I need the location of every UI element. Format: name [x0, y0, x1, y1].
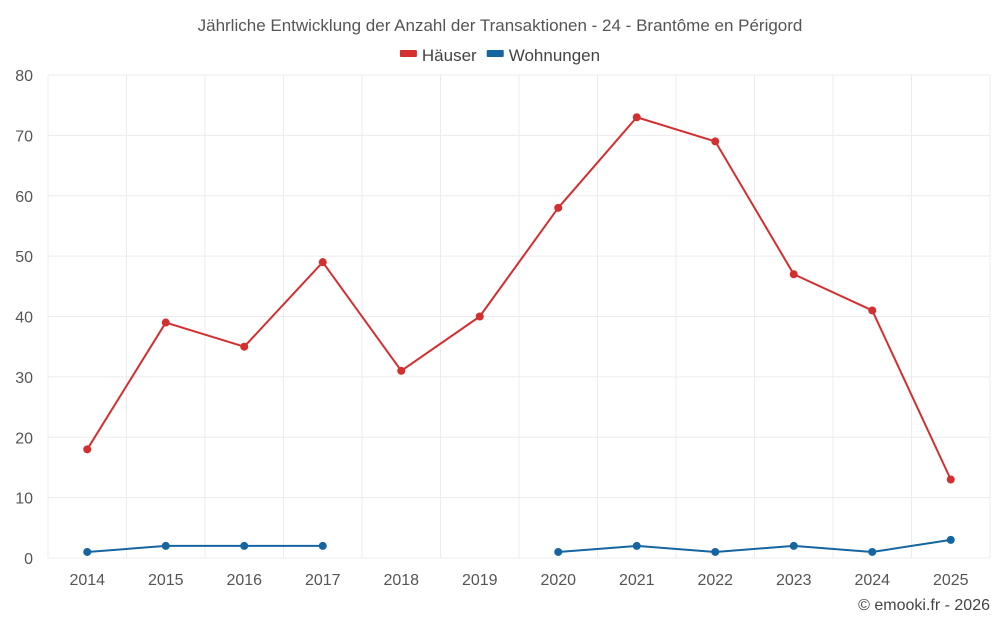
data-point[interactable]: [711, 137, 720, 146]
y-tick-label: 0: [24, 551, 33, 568]
chart-title: Jährliche Entwicklung der Anzahl der Tra…: [198, 16, 803, 35]
x-tick-label: 2022: [697, 572, 733, 589]
x-tick-label: 2025: [933, 572, 969, 589]
x-tick-label: 2023: [776, 572, 812, 589]
legend-label: Wohnungen: [509, 46, 600, 65]
x-axis: 2014 2015 2016 2017 2018 2019 2020 2021 2022 2023…: [69, 572, 968, 589]
data-point[interactable]: [789, 541, 798, 550]
y-tick-label: 40: [15, 310, 33, 327]
y-tick-label: 70: [15, 128, 33, 145]
x-tick-label: 2019: [462, 572, 498, 589]
series-1: [83, 535, 955, 556]
x-tick-label: 2014: [69, 572, 105, 589]
y-tick-label: 60: [15, 189, 33, 206]
data-point[interactable]: [946, 475, 955, 484]
credit-text: © emooki.fr - 2026: [858, 597, 990, 614]
data-point[interactable]: [789, 270, 798, 279]
y-tick-label: 20: [15, 430, 33, 447]
data-point[interactable]: [946, 535, 955, 544]
data-point[interactable]: [318, 541, 327, 550]
y-tick-label: 30: [15, 370, 33, 387]
data-point[interactable]: [161, 318, 170, 327]
data-point[interactable]: [397, 366, 406, 375]
data-point[interactable]: [318, 258, 327, 267]
grid: [47, 74, 991, 559]
x-tick-label: 2024: [854, 572, 890, 589]
legend-swatch: [486, 50, 504, 57]
data-point[interactable]: [240, 342, 249, 351]
plot-area: [83, 113, 955, 556]
data-point[interactable]: [868, 306, 877, 315]
y-tick-label: 50: [15, 249, 33, 266]
data-point[interactable]: [868, 547, 877, 556]
x-tick-label: 2018: [383, 572, 419, 589]
data-point[interactable]: [554, 203, 563, 212]
x-tick-label: 2015: [148, 572, 184, 589]
data-point[interactable]: [475, 312, 484, 321]
data-point[interactable]: [632, 541, 641, 550]
y-tick-label: 80: [15, 68, 33, 85]
legend-label: Häuser: [422, 46, 477, 65]
data-point[interactable]: [240, 541, 249, 550]
x-tick-label: 2016: [226, 572, 262, 589]
data-point[interactable]: [554, 547, 563, 556]
data-point[interactable]: [161, 541, 170, 550]
x-tick-label: 2020: [540, 572, 576, 589]
y-axis: 0 10 20 30 40 50 60 70 80: [15, 68, 33, 568]
series-line: [86, 116, 952, 480]
legend-swatch: [399, 50, 417, 57]
x-tick-label: 2017: [305, 572, 341, 589]
data-point[interactable]: [83, 547, 92, 556]
x-tick-label: 2021: [619, 572, 655, 589]
series-line: [558, 538, 951, 553]
series-line: [87, 544, 323, 553]
y-tick-label: 10: [15, 491, 33, 508]
legend: Häuser Wohnungen: [399, 46, 600, 65]
data-point[interactable]: [632, 113, 641, 122]
data-point[interactable]: [711, 547, 720, 556]
data-point[interactable]: [83, 445, 92, 454]
series-0: [83, 113, 955, 484]
